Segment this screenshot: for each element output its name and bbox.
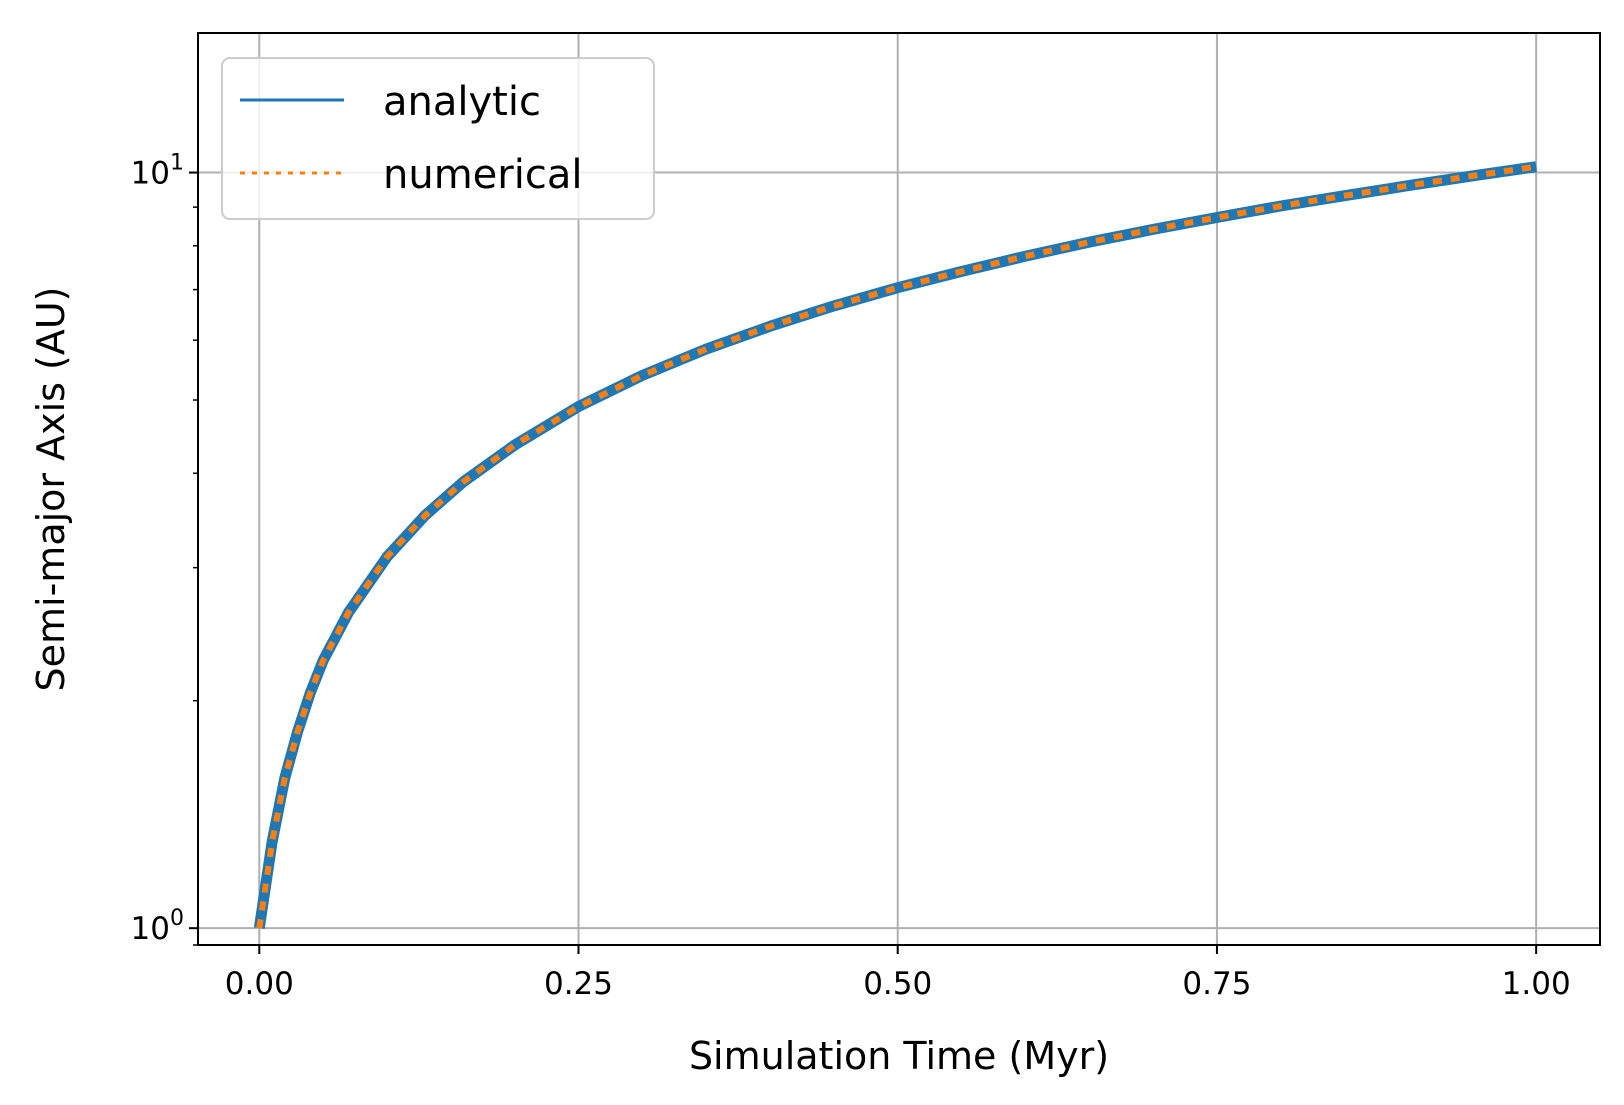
legend: analytic numerical [221, 57, 655, 220]
series-line-numerical [256, 163, 1537, 929]
x-tick-label: 0.00 [225, 966, 294, 1002]
x-tick-label: 0.25 [544, 966, 613, 1002]
y-tick-label-exponent: 1 [170, 151, 184, 176]
y-tick-label: 100 [131, 906, 184, 947]
y-tick-label-base: 10 [131, 156, 170, 192]
x-tick-label: 1.00 [1502, 966, 1571, 1002]
y-tick-label-exponent: 0 [170, 906, 184, 931]
y-tick-label: 101 [131, 151, 184, 192]
series-layer [253, 161, 1537, 930]
y-axis-label: Semi-major Axis (AU) [29, 287, 73, 692]
x-tick-label: 0.75 [1182, 966, 1251, 1002]
legend-label-analytic: analytic [383, 79, 541, 125]
plot-frame [197, 32, 1601, 946]
x-tick-label: 0.50 [863, 966, 932, 1002]
legend-box [221, 57, 655, 220]
y-tick-label-base: 10 [131, 911, 170, 947]
legend-label-numerical: numerical [383, 152, 582, 198]
x-axis-label: Simulation Time (Myr) [689, 1034, 1109, 1078]
